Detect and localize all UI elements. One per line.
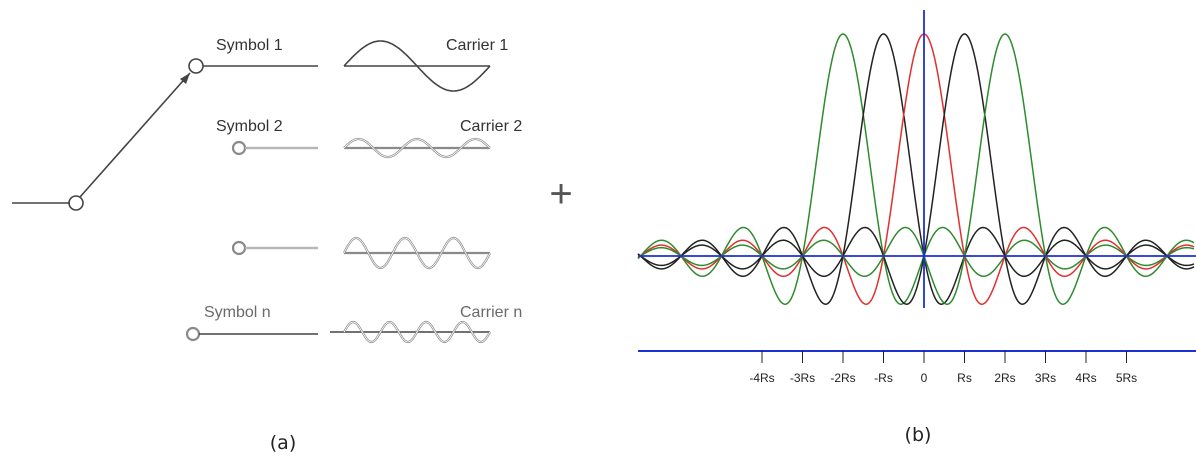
sum-symbol: + bbox=[549, 172, 572, 216]
tick-label: 4Rs bbox=[1075, 371, 1096, 385]
panel-b: -4Rs -3Rs -2Rs -Rs 0 Rs 2Rs 3Rs 4Rs 5Rs (b) bbox=[637, 10, 1196, 446]
tick-label: 3Rs bbox=[1035, 371, 1056, 385]
carrier-n-label: Carrier n bbox=[460, 304, 522, 321]
carrier-1-label: Carrier 1 bbox=[446, 37, 508, 54]
subcarrier-1-curve bbox=[637, 33, 1195, 305]
symbol-1-contact bbox=[188, 58, 204, 74]
symbol-2-contact bbox=[231, 140, 247, 156]
switch-arrowhead bbox=[180, 73, 190, 84]
switch-pivot bbox=[68, 195, 84, 211]
tick-label: -4Rs bbox=[749, 371, 774, 385]
symbol-3-contact bbox=[231, 240, 247, 256]
symbol-1-label: Symbol 1 bbox=[216, 37, 283, 54]
panel-a: Symbol 1 Carrier 1 Symbol 2 Carrier 2 + … bbox=[12, 37, 573, 454]
tick-label: -2Rs bbox=[830, 371, 855, 385]
subcarrier-5-curve bbox=[637, 33, 1195, 305]
subcarrier-2-curve bbox=[637, 33, 1195, 305]
symbol-2-label: Symbol 2 bbox=[216, 118, 283, 135]
tick-label: -Rs bbox=[874, 371, 893, 385]
tick-label: 5Rs bbox=[1116, 371, 1137, 385]
frequency-ticks: -4Rs -3Rs -2Rs -Rs 0 Rs 2Rs 3Rs 4Rs 5Rs bbox=[749, 351, 1137, 385]
carrier-2-label: Carrier 2 bbox=[460, 118, 522, 135]
caption-a: (a) bbox=[270, 432, 296, 454]
symbol-n-contact bbox=[185, 326, 201, 342]
subcarrier-3-curve bbox=[637, 33, 1195, 305]
tick-label: Rs bbox=[957, 371, 972, 385]
tick-label: 2Rs bbox=[994, 371, 1015, 385]
subcarrier-curves bbox=[637, 33, 1195, 305]
tick-label: 0 bbox=[921, 371, 928, 385]
switch-arm bbox=[79, 72, 191, 198]
carrier-1-wave bbox=[343, 40, 491, 92]
caption-b: (b) bbox=[905, 424, 932, 446]
symbol-n-label: Symbol n bbox=[204, 304, 271, 321]
subcarrier-4-curve bbox=[637, 33, 1195, 305]
tick-label: -3Rs bbox=[790, 371, 815, 385]
